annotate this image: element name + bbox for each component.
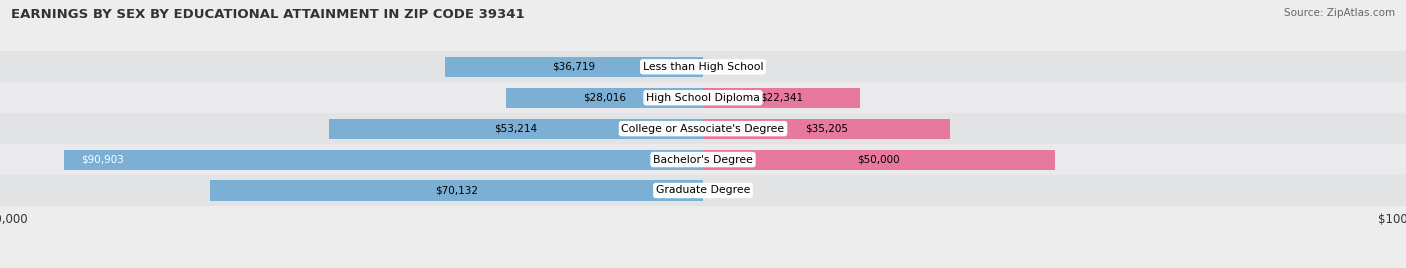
Bar	[63, 150, 703, 170]
Bar	[209, 180, 703, 200]
Text: $90,903: $90,903	[82, 155, 124, 165]
Text: EARNINGS BY SEX BY EDUCATIONAL ATTAINMENT IN ZIP CODE 39341: EARNINGS BY SEX BY EDUCATIONAL ATTAINMEN…	[11, 8, 524, 21]
Bar	[0, 144, 1406, 175]
Bar	[0, 51, 1406, 82]
Text: $35,205: $35,205	[806, 124, 848, 134]
Bar	[0, 82, 1406, 113]
Text: Less than High School: Less than High School	[643, 62, 763, 72]
Text: $50,000: $50,000	[858, 155, 900, 165]
Text: High School Diploma: High School Diploma	[647, 93, 759, 103]
Text: $53,214: $53,214	[495, 124, 537, 134]
Text: $0: $0	[713, 185, 727, 195]
Text: College or Associate's Degree: College or Associate's Degree	[621, 124, 785, 134]
Text: $0: $0	[713, 62, 727, 72]
Bar	[506, 88, 703, 108]
Text: $36,719: $36,719	[553, 62, 596, 72]
Bar	[703, 150, 1054, 170]
Bar	[703, 118, 950, 139]
Text: Graduate Degree: Graduate Degree	[655, 185, 751, 195]
Text: $28,016: $28,016	[583, 93, 626, 103]
Text: $70,132: $70,132	[434, 185, 478, 195]
Bar	[0, 113, 1406, 144]
Text: Source: ZipAtlas.com: Source: ZipAtlas.com	[1284, 8, 1395, 18]
Text: Bachelor's Degree: Bachelor's Degree	[652, 155, 754, 165]
Text: $22,341: $22,341	[761, 93, 803, 103]
Bar	[444, 57, 703, 77]
Bar	[703, 88, 860, 108]
Bar	[0, 175, 1406, 206]
Bar	[329, 118, 703, 139]
